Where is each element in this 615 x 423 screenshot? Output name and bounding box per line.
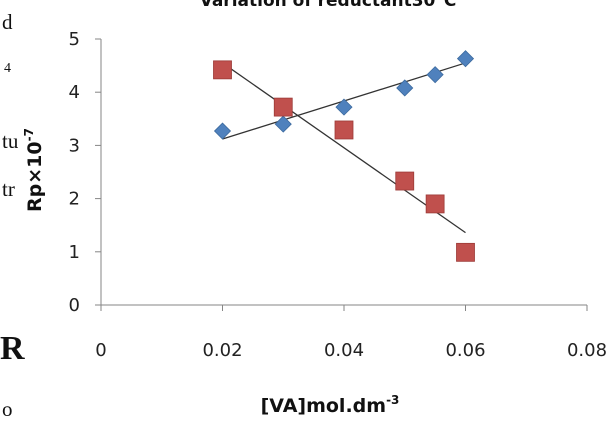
background-text-fragment: R [0,330,25,367]
data-point-diamond [335,98,353,116]
y-tick-label: 1 [69,242,80,263]
data-point-square [213,60,232,80]
data-point-diamond [274,115,292,133]
data-point-diamond [396,79,414,97]
data-point-square [273,97,293,117]
x-tick-label: 0.06 [445,340,485,361]
x-tick-label: 0.08 [567,340,607,361]
data-point-square [395,171,415,191]
y-axis-title: Rp×10-7 [22,128,46,212]
x-axis-title: [VA]mol.dm-3 [261,393,400,417]
data-point-diamond [456,50,475,68]
y-tick-label: 5 [69,29,80,50]
x-tick-label: 0.04 [324,340,364,361]
chart-title: Variation of reductant30°C [200,0,457,11]
data-point-square [425,194,445,214]
data-point-diamond [426,66,444,84]
chart-area [30,0,615,423]
background-text-fragment: 4 [4,61,11,76]
background-text-fragment: d [2,10,13,34]
x-tick-label: 0 [95,340,106,361]
y-tick-label: 2 [69,189,80,210]
data-point-diamond [213,122,232,140]
y-tick-label: 3 [69,135,80,156]
background-text-fragment: o [2,397,13,421]
y-tick-label: 0 [69,295,80,316]
background-text-fragment: tu [2,129,19,153]
y-tick-label: 4 [69,82,80,103]
x-tick-label: 0.02 [202,340,242,361]
trendline-2 [222,62,466,234]
data-point-square [334,120,354,140]
data-point-square [456,242,475,262]
background-text-fragment: tr [2,177,15,201]
